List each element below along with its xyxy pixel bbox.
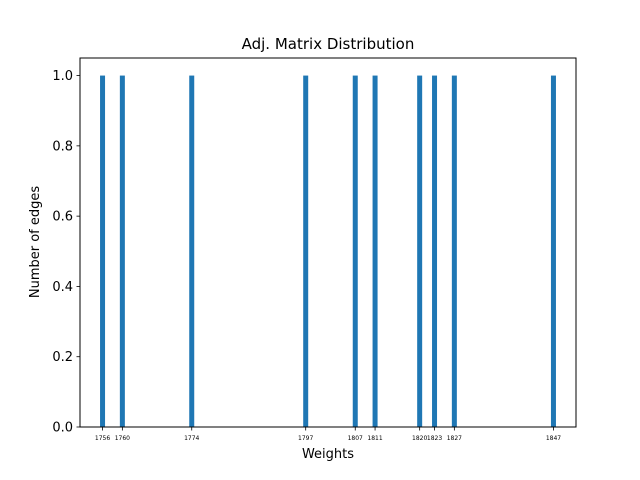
x-tick-label: 1807 [348, 435, 363, 442]
bar-1811 [372, 75, 378, 428]
x-tick-label: 1827 [447, 435, 462, 442]
bar-1756 [100, 75, 106, 428]
y-tick-label: 0.0 [52, 421, 73, 436]
y-tick-label: 0.8 [52, 139, 73, 154]
x-tick-label: 1774 [184, 435, 199, 442]
y-tick-label: 0.4 [52, 280, 73, 295]
bar-1827 [451, 75, 457, 428]
x-tick-label: 1760 [115, 435, 130, 442]
bar-1847 [550, 75, 556, 428]
y-axis-label: Number of edges [28, 186, 43, 299]
x-tick-label: 1847 [546, 435, 561, 442]
axes-frame [79, 57, 577, 428]
x-tick-label: 1797 [298, 435, 313, 442]
chart-title: Adj. Matrix Distribution [242, 35, 415, 53]
plot-area: 1756 1760 1774 1797 1807 1811 1820 1823 1827 1847… [52, 69, 561, 442]
x-axis-label: Weights [302, 447, 354, 462]
x-tick-label: 1820 [412, 435, 427, 442]
bar-1820 [417, 75, 423, 428]
y-tick-label: 1.0 [52, 69, 73, 84]
x-tick-label: 1756 [95, 435, 110, 442]
bar-1774 [189, 75, 195, 428]
bar-1807 [352, 75, 358, 428]
y-tick-label: 0.2 [52, 350, 73, 365]
bar-1823 [432, 75, 438, 428]
bar-1797 [303, 75, 309, 428]
x-tick-label: 1823 [427, 435, 442, 442]
x-tick-label: 1811 [367, 435, 382, 442]
bar-1760 [119, 75, 125, 428]
y-tick-label: 0.6 [52, 210, 73, 225]
